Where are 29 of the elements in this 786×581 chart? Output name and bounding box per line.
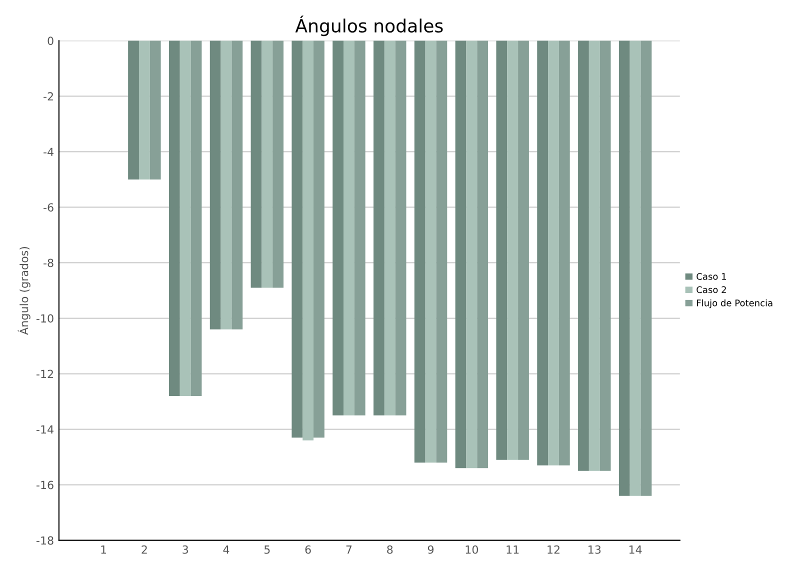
x-tick-label: 8: [387, 545, 393, 554]
x-tick-label: 11: [506, 546, 519, 554]
x-tick-label: 6: [305, 545, 311, 554]
y-tick-label: -10: [36, 314, 54, 323]
x-tick-label: 4: [223, 546, 230, 554]
y-tick-label: -4: [44, 148, 54, 156]
legend-label: Caso 2: [696, 286, 726, 294]
x-tick-label: 10: [466, 545, 478, 554]
x-tick-label: 7: [346, 546, 352, 554]
y-tick-label: -16: [36, 480, 54, 490]
x-tick-label: 12: [548, 545, 560, 554]
x-tick-label: 14: [629, 546, 642, 554]
x-tick-label: 1: [101, 546, 106, 554]
legend-label: Caso 1: [696, 273, 726, 280]
y-tick-label: -14: [36, 425, 54, 434]
y-tick-label: -6: [44, 203, 54, 212]
y-axis-title: Ángulo (grados): [18, 247, 30, 335]
y-tick-label: -8: [44, 258, 54, 268]
legend-label: Flujo de Potencia: [697, 299, 772, 308]
x-tick-label: 9: [428, 545, 434, 554]
y-tick-label: 0: [48, 36, 54, 46]
y-tick-label: -18: [36, 536, 54, 545]
chart-title: Ángulos nodales: [295, 16, 443, 36]
x-tick-label: 13: [588, 545, 601, 554]
x-tick-label: 3: [182, 545, 188, 554]
y-tick-label: -12: [36, 370, 53, 378]
x-tick-label: 2: [142, 545, 147, 554]
x-tick-label: 5: [264, 546, 270, 554]
y-tick-label: -2: [44, 92, 53, 100]
